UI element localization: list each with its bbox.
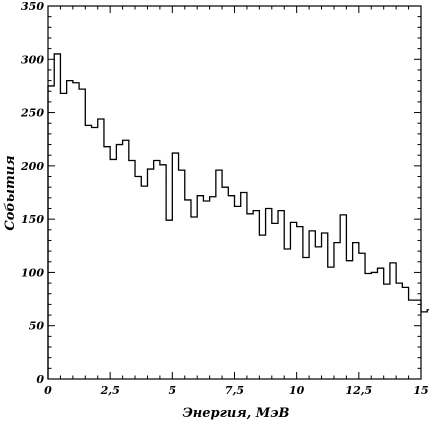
x-tick-label: 7,5 (225, 384, 244, 397)
x-axis-label: Энергия, МэВ (182, 406, 289, 421)
x-tick-label: 10 (289, 384, 305, 397)
x-tick-label: 2,5 (100, 384, 120, 397)
histogram-series-line (47, 53, 429, 379)
y-axis-label: События (3, 155, 18, 230)
x-tick-label: 5 (169, 384, 177, 397)
x-tick-label: 0 (44, 384, 52, 397)
axis-ticks (47, 5, 422, 380)
y-tick-label: 200 (20, 160, 44, 173)
y-tick-label: 250 (20, 107, 44, 120)
plot-frame (47, 5, 422, 380)
y-tick-label: 300 (21, 53, 44, 66)
x-tick-label: 15 (413, 384, 428, 397)
y-tick-label: 0 (36, 373, 44, 386)
x-tick-label: 12,5 (345, 384, 372, 397)
y-tick-label: 50 (29, 320, 45, 333)
y-tick-label: 350 (21, 0, 44, 13)
y-tick-label: 100 (21, 266, 44, 279)
y-tick-label: 150 (21, 213, 44, 226)
